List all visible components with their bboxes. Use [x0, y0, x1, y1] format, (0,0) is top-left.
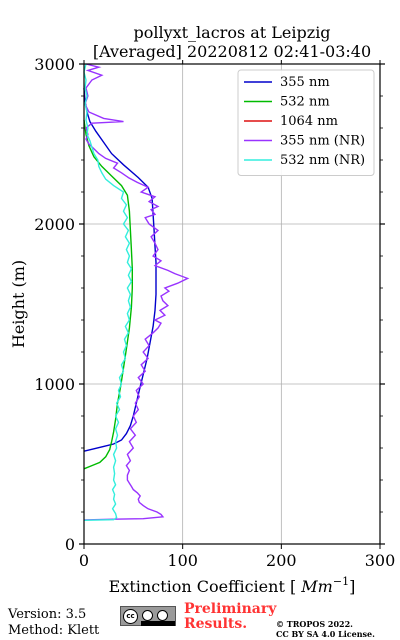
x-axis-unit-exponent: −1 — [333, 575, 349, 588]
y-tick-label: 2000 — [34, 215, 75, 234]
x-tick-label: 100 — [167, 551, 198, 570]
y-axis-label: Height (m) — [9, 260, 28, 348]
series-line — [83, 119, 133, 470]
cc-icon: cc — [123, 609, 138, 624]
legend-label: 1064 nm — [280, 114, 338, 129]
x-tick-label: 200 — [266, 551, 297, 570]
legend-label: 532 nm (NR) — [280, 153, 365, 168]
series-line — [83, 63, 133, 521]
plot-frame — [83, 63, 381, 545]
x-axis-label: Extinction Coefficient [ Mm−1] — [109, 575, 356, 596]
series-layer — [83, 63, 190, 521]
legend-label: 355 nm — [280, 75, 330, 90]
sa-icon — [157, 610, 168, 621]
preliminary-notice: Preliminary Results. — [184, 602, 276, 632]
method-text: Method: Klett — [8, 623, 100, 638]
series-line — [83, 63, 190, 521]
x-tick-label: 0 — [79, 551, 89, 570]
license-line-1: © TROPOS 2022. — [276, 619, 353, 629]
by-icon — [142, 610, 153, 621]
license-line-2: CC BY SA 4.0 License. — [276, 629, 375, 639]
x-tick-label: 300 — [365, 551, 396, 570]
legend-label: 355 nm (NR) — [280, 134, 365, 149]
y-tick-label: 0 — [65, 535, 75, 554]
y-tick-label: 3000 — [34, 55, 75, 74]
series-line — [83, 87, 157, 452]
preliminary-line-1: Preliminary — [184, 601, 277, 617]
legend-label: 532 nm — [280, 95, 330, 110]
by-sa-strip — [141, 621, 175, 626]
cc-license-badge: cc — [120, 606, 176, 626]
chart-title: pollyxt_lacros at Leipzig — [133, 23, 330, 42]
version-text: Version: 3.5 — [8, 607, 87, 622]
preliminary-line-2: Results. — [184, 616, 248, 632]
legend-box — [237, 69, 375, 176]
chart-subtitle: [Averaged] 20220812 02:41-03:40 — [93, 42, 371, 61]
legend: 355 nm 532 nm 1064 nm 355 nm (NR) 532 nm (NR… — [237, 69, 375, 176]
x-axis-unit: Mm — [300, 577, 333, 596]
y-tick-label: 1000 — [34, 375, 75, 394]
license-text: © TROPOS 2022. CC BY SA 4.0 License. — [276, 619, 375, 639]
